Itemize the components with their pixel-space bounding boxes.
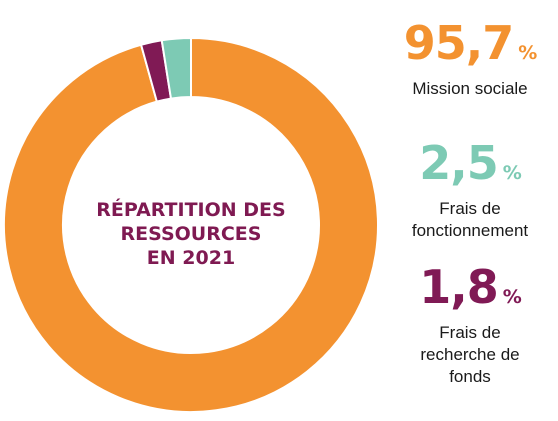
legend-label-line: Frais de (439, 199, 501, 218)
legend-label-line: recherche de (420, 345, 520, 364)
legend-item-mission-sociale: 95,7% Mission sociale (390, 18, 550, 100)
legend-value-row: 1,8% (390, 262, 550, 322)
legend-item-frais-de-recherche-de-fonds: 1,8% Frais de recherche de fonds (390, 262, 550, 388)
chart-title-line-2: RESSOURCES (120, 223, 262, 245)
legend-percent-sign: % (502, 286, 522, 308)
legend-value-row: 95,7% (390, 18, 550, 78)
legend-label-line: fonctionnement (411, 221, 529, 240)
legend-label: Frais de recherche de fonds (390, 322, 550, 388)
legend-value: 2,5 (419, 136, 498, 190)
legend-value-row: 2,5% (390, 138, 550, 198)
legend-percent-sign: % (518, 42, 537, 64)
donut-slice-1 (160, 36, 192, 100)
legend-value: 1,8 (419, 260, 498, 314)
legend-item-frais-de-fonctionnement: 2,5% Frais de fonctionnement (390, 138, 550, 242)
legend-label: Frais de fonctionnement (390, 198, 550, 242)
legend-label-line: Mission sociale (412, 79, 528, 98)
legend-label: Mission sociale (390, 78, 550, 100)
legend-value: 95,7 (403, 16, 514, 70)
donut-slice-0 (3, 36, 379, 413)
chart-title-line-1: RÉPARTITION DES (96, 199, 286, 221)
legend-label-line: Frais de (439, 323, 501, 342)
legend-label-line: fonds (449, 367, 491, 386)
chart-title: RÉPARTITION DES RESSOURCES EN 2021 (60, 198, 322, 270)
legend-percent-sign: % (502, 162, 522, 184)
donut-chart (3, 36, 379, 413)
chart-title-line-3: EN 2021 (146, 247, 236, 269)
